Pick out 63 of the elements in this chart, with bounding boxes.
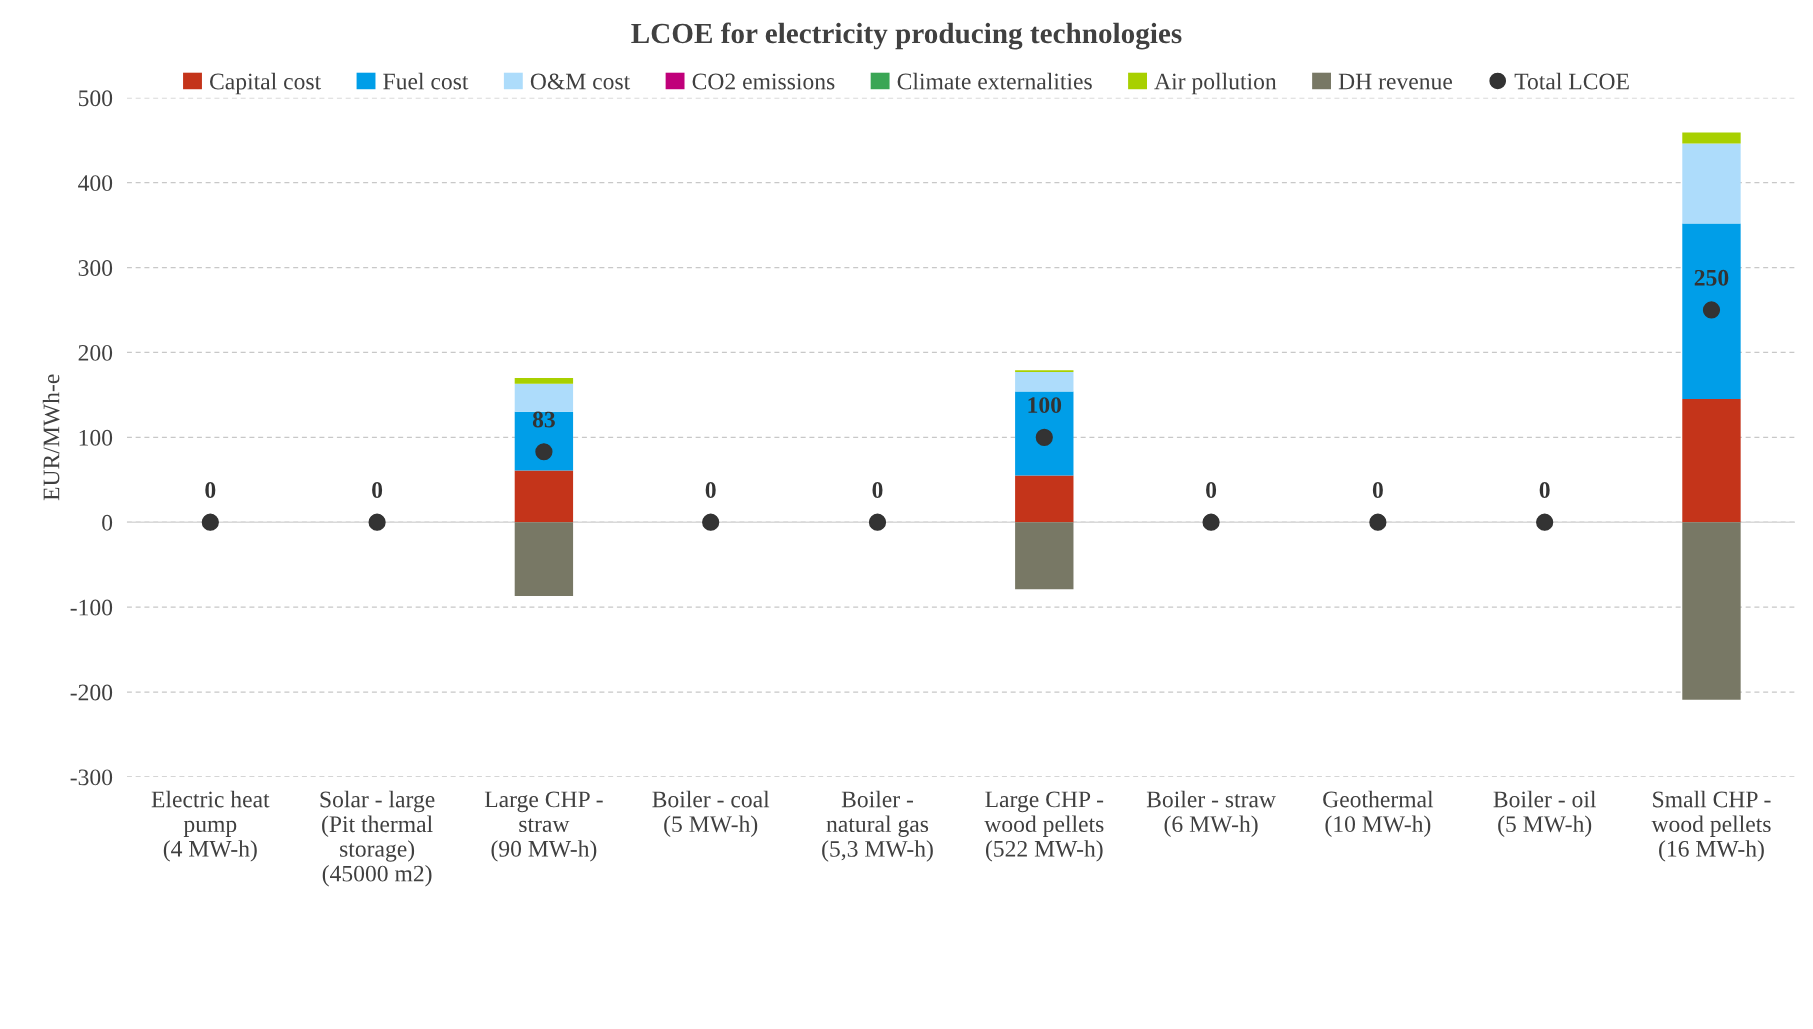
legend-label: Climate externalities: [897, 72, 1092, 90]
y-tick-label: 400: [78, 175, 113, 192]
x-tick-label: Boiler - straw (6 MW-h): [1146, 790, 1276, 837]
data-label: 0: [705, 482, 716, 498]
x-tick-label: Boiler - oil (5 MW-h): [1493, 790, 1597, 837]
x-tick-label: Electric heat pump (4 MW-h): [151, 790, 270, 862]
chart-title: LCOE for electricity producing technologies: [631, 22, 1182, 50]
point: [868, 513, 887, 531]
bar: [1682, 399, 1741, 523]
point: [368, 513, 386, 531]
y-tick-label: -100: [70, 599, 113, 616]
y-tick-label: 100: [79, 429, 113, 446]
bar: [1015, 391, 1074, 476]
bar: [1682, 223, 1741, 400]
legend-label: Capital cost: [210, 72, 322, 95]
legend-label: CO2 emissions: [692, 73, 835, 90]
y-tick-label: 0: [102, 514, 113, 531]
x-tick-label: Solar - large (Pit thermal storage) (45000 m2): [320, 790, 435, 887]
legend-label: Total LCOE: [1514, 72, 1629, 90]
x-tick-label: Boiler - natural gas (5,3 MW-h): [822, 790, 933, 862]
bar: [514, 377, 574, 384]
data-label: 0: [872, 482, 883, 498]
legend-label: Air pollution: [1154, 72, 1277, 95]
data-label: 100: [1028, 397, 1062, 414]
x-tick-label: Small CHP - wood pellets (16 MW-h): [1651, 790, 1771, 862]
y-tick-label: 300: [78, 260, 113, 276]
data-label: 0: [1372, 482, 1383, 498]
legend-label: O&M cost: [530, 73, 631, 90]
legend-label: DH revenue: [1338, 73, 1453, 90]
bar: [514, 383, 574, 412]
y-tick-label: -200: [70, 684, 113, 701]
point: [1536, 513, 1554, 531]
bar: [514, 411, 574, 471]
bar: [1682, 143, 1741, 224]
point: [1202, 513, 1220, 531]
x-tick-label: Large CHP - wood pellets (522 MW-h): [984, 791, 1104, 862]
point: [201, 513, 219, 531]
data-label: 250: [1694, 269, 1729, 286]
y-tick-label: 500: [78, 90, 113, 107]
bar: [1015, 522, 1074, 590]
point: [1702, 301, 1721, 319]
point: [1035, 428, 1053, 446]
data-label: 0: [205, 482, 216, 498]
point: [1369, 513, 1387, 531]
data-label: 0: [372, 482, 383, 498]
data-label: 83: [532, 411, 555, 428]
x-tick-label: Geothermal (10 MW-h): [1323, 790, 1434, 837]
data-label: 0: [1539, 482, 1550, 498]
bar: [514, 470, 574, 523]
y-tick-label: -300: [70, 769, 113, 786]
x-tick-label: Boiler - coal (5 MW-h): [652, 790, 770, 837]
y-axis-title: EUR/MWh-e: [42, 374, 60, 501]
data-label: 0: [1206, 482, 1217, 498]
bar: [514, 522, 574, 597]
point: [535, 443, 553, 461]
x-tick-label: Large CHP - straw (90 MW-h): [484, 791, 603, 862]
bar: [1682, 522, 1741, 700]
bar: [1682, 132, 1741, 144]
legend-label: Fuel cost: [383, 72, 469, 90]
bar: [1015, 475, 1074, 523]
y-tick-label: 200: [78, 344, 113, 361]
bar: [1015, 371, 1074, 392]
point: [702, 513, 720, 531]
